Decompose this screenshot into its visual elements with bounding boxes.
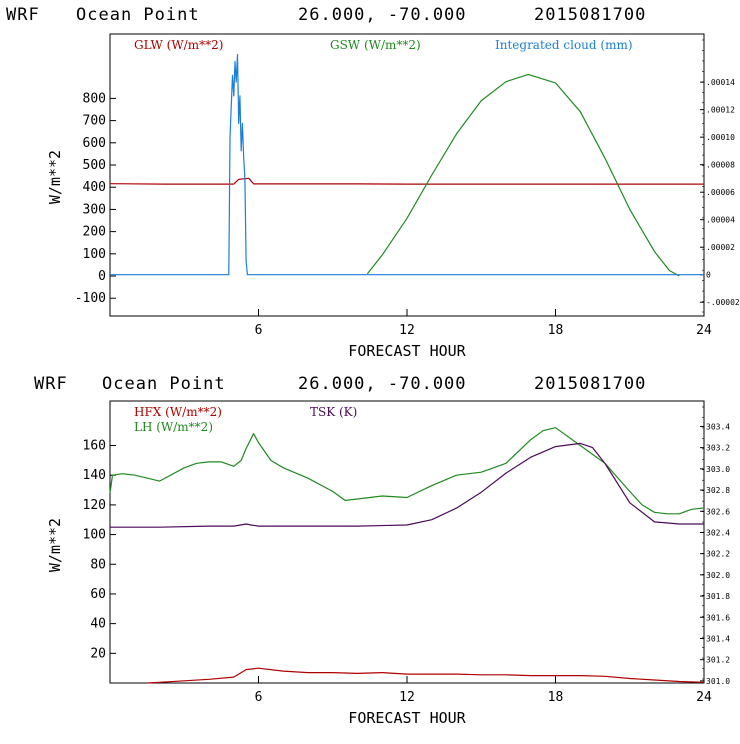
chart1-x-axis: 6 12 18 24 [255,309,712,338]
chart1-y-axis: -100 0 100 200 300 400 500 600 700 800 [75,91,116,306]
chart1-date: 2015081700 [534,5,646,25]
chart2-series [109,427,705,684]
chart1-model: WRF [6,5,40,25]
chart2-right-tick-label: 302.4 [706,528,730,537]
chart2-y-tick-label: 160 [83,439,106,454]
chart2-right-tick-label: 303.4 [706,422,730,431]
chart1-right-tick-label: .00006 [706,188,735,197]
chart1-right-tick-label: 0 [706,271,711,280]
chart1-right-tick-label: -.00002 [706,298,740,307]
chart1-location: Ocean Point [76,5,200,25]
chart1-series-gsw-line [366,73,680,277]
chart2-y-axis: 20 40 60 80 100 120 140 160 [83,439,116,661]
chart2-right-tick-label: 301.8 [706,592,730,601]
chart2-xlabel: FORECAST HOUR [348,709,466,727]
chart1-series-cloud-line [110,53,704,276]
chart2-model: WRF [34,374,68,394]
chart2-x-tick-label: 24 [696,690,712,705]
chart1-legend-gsw: GSW (W/m**2) [330,38,421,52]
chart2-y-tick-label: 40 [90,617,106,632]
chart2-right-axis: 303.4 303.2 303.0 302.8 302.6 302.4 302.2 302.0… [700,406,730,686]
chart2-x-tick-label: 6 [255,690,263,705]
chart1-right-axis: .00014 .00012 .00010 .00008 .00006 .00004 .000… [700,39,740,313]
chart1-y-tick-label: -100 [75,291,106,306]
chart1-y-tick-label: 700 [83,114,106,129]
chart2-right-tick-label: 303.0 [706,465,730,474]
chart1-right-tick-label: .00014 [706,78,735,87]
chart2-right-tick-label: 302.0 [706,571,730,580]
chart1-x-tick-label: 12 [399,323,415,338]
chart1-right-tick-label: .00010 [706,133,735,142]
chart2-series-hfx-line [147,667,705,684]
chart2-y-tick-label: 100 [83,528,106,543]
chart1-right-tick-label: .00002 [706,243,735,252]
chart2-y-tick-label: 20 [90,646,106,661]
chart2-right-tick-label: 301.0 [706,677,730,686]
chart1-series [109,53,704,277]
chart2-x-axis: 6 12 18 24 [255,676,712,705]
chart2-y-tick-label: 120 [83,498,106,513]
chart2-right-tick-label: 301.2 [706,656,730,665]
chart1-y-tick-label: 800 [83,91,106,106]
chart1-y-tick-label: 600 [83,136,106,151]
chart1-x-tick-label: 18 [548,323,564,338]
chart1-ylabel: W/m**2 [46,150,64,204]
chart-radiation: WRF Ocean Point 26.000, -70.000 20150817… [6,5,740,360]
chart1-right-tick-label: .00004 [706,216,735,225]
chart2-right-tick-label: 301.4 [706,634,730,643]
chart2-right-tick-label: 302.6 [706,507,730,516]
chart1-right-tick-label: .00012 [706,106,735,115]
chart1-legend-glw: GLW (W/m**2) [134,38,223,52]
chart2-x-tick-label: 18 [548,690,564,705]
chart2-series-tsk-line [110,442,704,528]
chart1-plot-frame [109,33,705,317]
chart2-y-tick-label: 140 [83,468,106,483]
chart1-series-glw-line [109,177,704,185]
chart2-right-tick-label: 302.8 [706,486,730,495]
chart1-x-tick-label: 24 [696,323,712,338]
chart2-legend-tsk: TSK (K) [310,405,357,419]
chart2-legend-hfx: HFX (W/m**2) [134,405,222,419]
chart1-x-tick-label: 6 [255,323,263,338]
chart2-right-tick-label: 301.6 [706,613,730,622]
chart2-coords: 26.000, -70.000 [298,374,467,394]
chart1-y-tick-label: 500 [83,158,106,173]
chart2-right-tick-label: 303.2 [706,444,730,453]
chart2-date: 2015081700 [534,374,646,394]
chart2-series-lh-line [109,427,705,515]
chart-surface-fluxes: WRF Ocean Point 26.000, -70.000 20150817… [34,374,730,727]
chart2-location: Ocean Point [102,374,226,394]
chart2-y-tick-label: 80 [90,557,106,572]
chart1-y-tick-label: 200 [83,225,106,240]
chart2-y-tick-label: 60 [90,587,106,602]
chart2-legend-lh: LH (W/m**2) [134,420,213,434]
chart1-y-tick-label: 0 [98,269,106,284]
chart1-xlabel: FORECAST HOUR [348,342,466,360]
chart2-plot-frame [109,400,705,684]
chart2-ylabel: W/m**2 [46,518,64,572]
chart2-right-tick-label: 302.2 [706,550,730,559]
chart1-legend-cloud: Integrated cloud (mm) [495,38,633,52]
chart1-y-tick-label: 400 [83,180,106,195]
chart2-x-tick-label: 12 [399,690,415,705]
chart1-y-tick-label: 100 [83,247,106,262]
chart1-coords: 26.000, -70.000 [298,5,467,25]
chart1-right-tick-label: .00008 [706,161,735,170]
chart1-y-tick-label: 300 [83,202,106,217]
